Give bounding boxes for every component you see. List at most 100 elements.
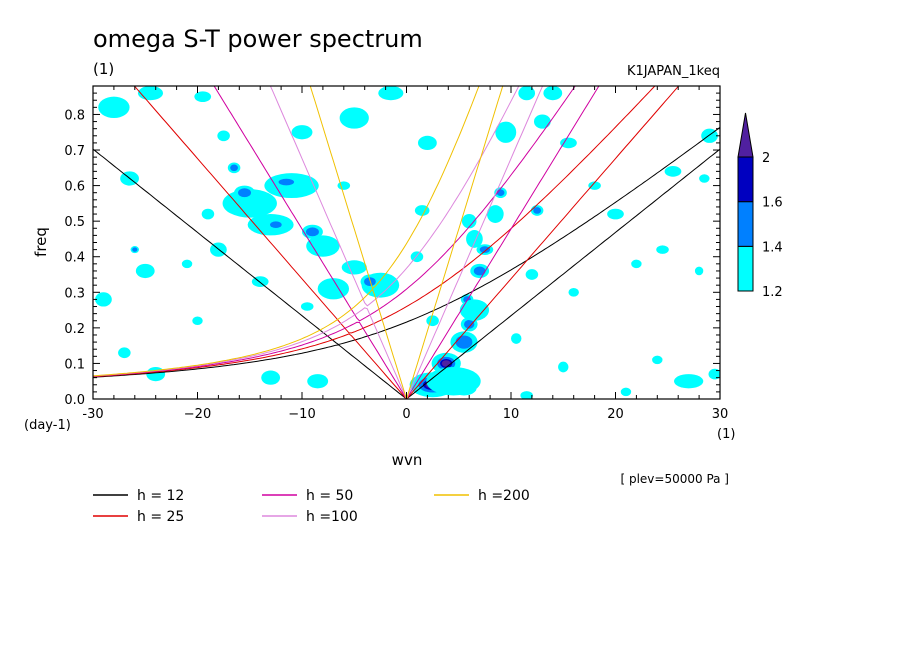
power-patch [530,205,544,216]
y-tick-label: 0.7 [64,144,85,159]
power-patch [234,185,255,200]
power-patch [130,246,139,254]
patch-level-2 [455,335,473,349]
patch-level-1 [426,366,481,396]
kelvin-curve [406,86,600,399]
power-patch [317,278,350,300]
power-patch [137,86,164,101]
patch-level-1 [674,374,704,389]
power-patch [227,162,241,174]
patch-level-1 [341,260,367,275]
y-unit-label: (day-1) [24,418,71,433]
patch-level-1 [95,292,112,307]
rossby-gravity-curve [93,288,407,399]
patch-level-1 [525,269,539,280]
patch-level-1 [417,135,437,151]
colorbar-label: 2 [762,151,770,166]
legend-label: h =200 [478,488,530,504]
patch-level-1 [181,259,193,269]
patch-level-1 [192,316,203,326]
patch-level-2 [473,266,486,276]
power-patch [302,224,323,239]
power-patch [533,114,551,129]
patch-level-1 [588,181,601,190]
power-patch [510,333,522,344]
patch-level-1 [620,387,632,397]
patch-level-1 [466,230,483,248]
colorbar-segment [737,156,754,203]
colorbar-extend-arrow [737,112,754,158]
power-patch [450,331,478,353]
y-tick-label: 0.6 [64,180,85,195]
patch-level-1 [291,125,313,140]
patch-level-1 [558,361,569,373]
power-patch [486,205,504,223]
power-patch [426,315,439,327]
power-patch [558,361,569,373]
power-patch [194,91,212,103]
power-patch [217,130,230,142]
patch-level-1 [306,235,340,257]
patch-level-1 [461,214,477,229]
y-tick-label: 0.5 [64,215,85,230]
legend-label: h = 25 [137,509,184,525]
x-tick-label: 20 [607,407,624,422]
colorbar-segment [737,245,754,292]
patch-level-1 [217,130,230,142]
kelvin-curve [406,86,504,399]
inertio-gravity-curve [93,126,720,346]
patch-level-1 [414,205,430,216]
power-patch [518,86,536,101]
colorbar: 1.2 1.4 1.6 2 [737,112,783,300]
patch-level-1 [560,137,577,149]
power-patch [417,135,437,151]
power-patch [261,370,281,385]
kelvin-curve [406,86,680,399]
power-patch [674,374,704,389]
power-patch [560,137,577,149]
inertio-gravity-curve [309,86,480,290]
power-patch [652,355,663,365]
x-axis-ticks: -30 −20 −10 0 10 20 30 [82,86,728,422]
power-patch [192,316,203,326]
power-patch [98,96,130,119]
power-patch [568,288,579,297]
power-patch [543,86,563,101]
patch-level-1 [201,208,215,220]
legend: h = 12 h = 25 h = 50 h =100 h =200 [93,488,530,525]
power-patch [306,235,340,257]
power-patch [461,214,477,229]
y-tick-label: 0.4 [64,251,85,266]
chart-title: omega S-T power spectrum [93,25,423,53]
y-axis-label: freq [32,227,50,257]
kelvin-curve [406,86,544,399]
inertio-gravity-curve [133,86,656,334]
power-patch [520,391,533,399]
y-tick-label: 0.3 [64,286,85,301]
patch-level-1 [495,121,517,143]
patch-level-1 [533,114,551,129]
power-patch [341,260,367,275]
colorbar-label: 1.2 [762,285,783,300]
power-patch [495,121,517,143]
power-patch [300,302,314,311]
patch-level-2 [132,247,138,252]
patch-level-2 [464,319,475,329]
plot-background [93,86,720,399]
colorbar-label: 1.6 [762,196,783,211]
patch-level-1 [146,366,166,382]
patch-level-1 [664,166,682,177]
power-patch [266,219,286,231]
legend-label: h = 50 [306,488,353,504]
x-tick-label: 10 [503,407,520,422]
patch-level-2 [278,178,295,186]
patch-level-1 [607,208,624,220]
power-patch [339,107,369,129]
power-patch [431,352,461,375]
patch-level-1 [568,288,579,297]
y-tick-label: 0.8 [64,108,85,123]
patch-level-1 [135,263,155,279]
patch-level-1 [137,86,164,101]
inertio-gravity-curve [269,86,520,307]
